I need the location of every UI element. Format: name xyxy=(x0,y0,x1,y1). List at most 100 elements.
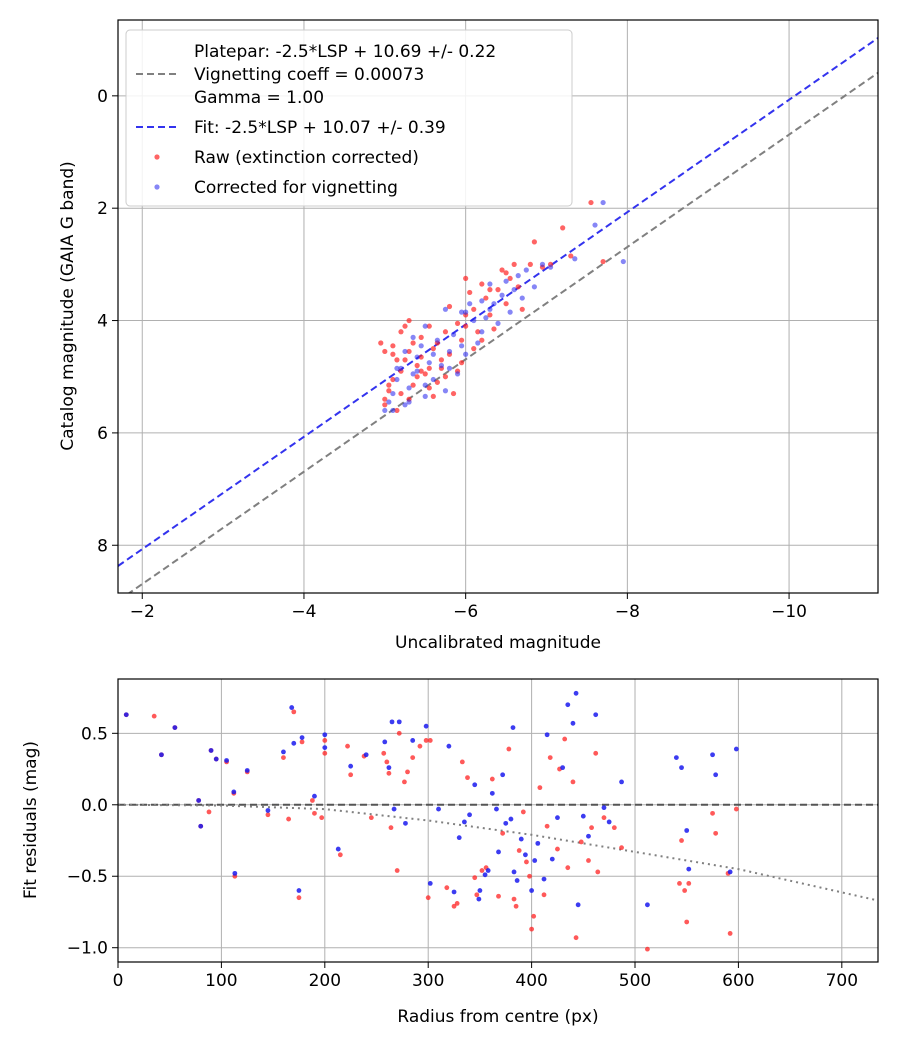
bottom-point-raw-residuals xyxy=(386,770,392,776)
legend: Platepar: -2.5*LSP + 10.69 +/- 0.22 Vign… xyxy=(125,29,573,207)
bottom-point-raw-residuals xyxy=(511,896,517,902)
bottom-point-corrected-residuals xyxy=(518,836,524,842)
bottom-point-raw-residuals xyxy=(645,946,650,952)
top-point-raw-extinction-corrected xyxy=(531,239,537,245)
bottom-point-raw-residuals xyxy=(593,750,599,756)
bottom-point-raw-residuals xyxy=(348,772,354,778)
bottom-point-corrected-residuals xyxy=(606,819,612,825)
bottom-point-corrected-residuals xyxy=(549,856,555,862)
bottom-x-tick-label: 200 xyxy=(309,971,341,991)
top-point-corrected-for-vignetting xyxy=(507,309,513,315)
bottom-point-corrected-residuals xyxy=(446,743,452,749)
legend-entry-raw: Raw (extinction corrected) xyxy=(194,148,419,168)
bottom-point-raw-residuals xyxy=(611,825,617,831)
top-point-raw-extinction-corrected xyxy=(386,388,392,394)
top-point-raw-extinction-corrected xyxy=(515,284,521,290)
bottom-point-corrected-residuals xyxy=(489,790,495,796)
top-point-corrected-for-vignetting xyxy=(463,351,469,357)
top-point-corrected-for-vignetting xyxy=(479,298,485,304)
top-point-corrected-for-vignetting xyxy=(406,385,412,391)
legend-blue-dot-handle xyxy=(154,184,160,190)
bottom-point-raw-residuals xyxy=(281,755,286,761)
bottom-point-raw-residuals xyxy=(265,812,271,818)
top-point-corrected-for-vignetting xyxy=(394,376,400,383)
top-point-raw-extinction-corrected xyxy=(414,374,420,380)
legend-entry-fit: Fit: -2.5*LSP + 10.07 +/- 0.39 xyxy=(194,118,446,138)
bottom-point-raw-residuals xyxy=(527,873,532,879)
bottom-point-corrected-residuals xyxy=(482,872,488,878)
bottom-point-corrected-residuals xyxy=(510,725,516,730)
bottom-point-corrected-residuals xyxy=(291,740,297,746)
top-point-raw-extinction-corrected xyxy=(430,346,436,352)
top-point-raw-extinction-corrected xyxy=(418,368,424,374)
top-point-raw-extinction-corrected xyxy=(394,407,400,414)
legend-box xyxy=(125,29,573,207)
bottom-point-raw-residuals xyxy=(465,775,470,781)
bottom-point-raw-residuals xyxy=(381,750,387,756)
top-point-corrected-for-vignetting xyxy=(479,329,485,335)
top-point-corrected-for-vignetting xyxy=(442,388,449,394)
top-point-corrected-for-vignetting xyxy=(426,360,432,366)
top-point-raw-extinction-corrected xyxy=(560,225,566,231)
bottom-point-corrected-residuals xyxy=(461,819,467,825)
bottom-point-raw-residuals xyxy=(405,769,410,775)
bottom-point-raw-residuals xyxy=(684,919,690,925)
top-x-axis-label: Uncalibrated magnitude xyxy=(395,633,601,653)
top-point-corrected-for-vignetting xyxy=(402,402,408,408)
top-point-corrected-for-vignetting xyxy=(620,258,626,265)
bottom-point-raw-residuals xyxy=(402,779,407,785)
top-point-raw-extinction-corrected xyxy=(568,253,574,259)
bottom-x-tick-label: 400 xyxy=(515,971,547,991)
top-point-corrected-for-vignetting xyxy=(414,368,420,374)
top-point-raw-extinction-corrected xyxy=(390,343,396,349)
top-point-corrected-for-vignetting xyxy=(531,284,537,290)
residuals-plot: 0 100 200 300 400 500 600 700 0.5 0.0 −0.5 −1.0 Rad… xyxy=(21,678,879,1027)
top-point-corrected-for-vignetting xyxy=(402,348,408,355)
bottom-axes-frame xyxy=(117,678,879,963)
bottom-point-raw-residuals xyxy=(679,838,684,843)
bottom-point-corrected-residuals xyxy=(684,828,690,833)
top-point-corrected-for-vignetting xyxy=(503,278,509,284)
top-point-raw-extinction-corrected xyxy=(402,357,408,363)
top-point-raw-extinction-corrected xyxy=(463,275,469,282)
top-point-raw-extinction-corrected xyxy=(463,323,469,329)
bottom-point-corrected-residuals xyxy=(123,712,129,718)
bottom-point-corrected-residuals xyxy=(575,902,581,908)
bottom-point-corrected-residuals xyxy=(733,746,739,752)
top-point-raw-extinction-corrected xyxy=(438,357,445,363)
bottom-point-corrected-residuals xyxy=(477,888,483,893)
bottom-point-raw-residuals xyxy=(570,779,576,785)
top-point-raw-extinction-corrected xyxy=(600,258,606,265)
bottom-point-raw-residuals xyxy=(573,935,579,941)
bottom-point-raw-residuals xyxy=(322,750,328,756)
top-point-raw-extinction-corrected xyxy=(483,295,489,301)
top-point-corrected-for-vignetting xyxy=(459,343,465,349)
bottom-point-corrected-residuals xyxy=(159,752,164,758)
bottom-point-corrected-residuals xyxy=(503,820,509,826)
bottom-point-raw-residuals xyxy=(565,865,571,871)
bottom-point-raw-residuals xyxy=(595,869,601,875)
bottom-point-raw-residuals xyxy=(291,709,297,715)
top-point-corrected-for-vignetting xyxy=(487,281,493,287)
bottom-point-raw-residuals xyxy=(506,746,512,752)
bottom-point-corrected-residuals xyxy=(322,732,328,738)
top-point-raw-extinction-corrected xyxy=(398,390,404,397)
bottom-point-raw-residuals xyxy=(547,755,553,761)
bottom-point-corrected-residuals xyxy=(363,752,369,758)
bottom-point-raw-residuals xyxy=(524,859,529,865)
top-point-corrected-for-vignetting xyxy=(386,399,392,405)
bottom-point-raw-residuals xyxy=(309,798,315,803)
bottom-point-corrected-residuals xyxy=(485,868,491,873)
bottom-point-corrected-residuals xyxy=(570,720,576,726)
top-point-raw-extinction-corrected xyxy=(426,385,432,391)
top-point-corrected-for-vignetting xyxy=(519,295,525,301)
top-x-tick-label: −4 xyxy=(291,602,316,622)
top-point-raw-extinction-corrected xyxy=(467,289,473,296)
legend-entry-platepar: Platepar: -2.5*LSP + 10.69 +/- 0.22 xyxy=(194,42,496,62)
bottom-point-corrected-residuals xyxy=(565,702,571,708)
legend-entry-vignetting: Vignetting coeff = 0.00073 xyxy=(194,65,424,85)
bottom-point-corrected-residuals xyxy=(601,805,607,811)
bottom-series xyxy=(118,690,878,952)
bottom-point-corrected-residuals xyxy=(511,869,517,875)
